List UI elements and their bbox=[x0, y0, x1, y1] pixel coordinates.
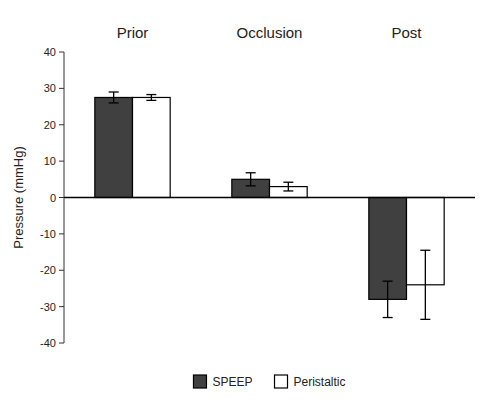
error-cap bbox=[146, 94, 156, 95]
y-axis: -40 -30 -20 -10 0 10 20 30 40 bbox=[40, 46, 64, 349]
chart-container: -40 -30 -20 -10 0 10 20 30 40 Pressure (mmHg) Prio… bbox=[0, 0, 490, 405]
category-label: Occlusion bbox=[237, 24, 303, 41]
error-bar bbox=[283, 182, 293, 191]
y-tick-label: -10 bbox=[40, 228, 56, 240]
y-tick-label: 20 bbox=[44, 119, 56, 131]
error-cap bbox=[246, 172, 256, 173]
zero-line bbox=[64, 197, 475, 199]
y-tick bbox=[59, 197, 64, 198]
error-bar bbox=[420, 250, 430, 319]
y-tick bbox=[59, 306, 64, 307]
legend-label: SPEEP bbox=[212, 375, 252, 389]
page: {"chart_data": {"type": "bar", "y_label"… bbox=[0, 0, 490, 405]
y-tick-label: -20 bbox=[40, 264, 56, 276]
y-axis-label: Pressure (mmHg) bbox=[11, 146, 26, 249]
legend-item: Peristaltic bbox=[275, 375, 346, 389]
legend-swatch bbox=[193, 375, 206, 388]
series bbox=[95, 97, 407, 299]
y-tick-label: 10 bbox=[44, 155, 56, 167]
series bbox=[133, 97, 445, 284]
bar bbox=[133, 97, 171, 197]
error-bar bbox=[146, 95, 156, 101]
legend: SPEEP Peristaltic bbox=[193, 375, 345, 389]
error-cap bbox=[283, 190, 293, 191]
error-cap bbox=[109, 91, 119, 92]
error-cap bbox=[383, 317, 393, 318]
y-tick bbox=[59, 52, 64, 53]
error-bar bbox=[246, 173, 256, 186]
y-tick-label: 40 bbox=[44, 46, 56, 58]
legend-swatch bbox=[275, 375, 288, 388]
y-tick bbox=[59, 161, 64, 162]
y-tick bbox=[59, 343, 64, 344]
error-stem bbox=[288, 182, 289, 191]
error-cap bbox=[383, 281, 393, 282]
category-label: Post bbox=[391, 24, 422, 41]
plot-area bbox=[64, 92, 475, 319]
error-stem bbox=[425, 250, 426, 319]
y-tick bbox=[59, 233, 64, 234]
legend-item: SPEEP bbox=[193, 375, 252, 389]
y-tick-label: -30 bbox=[40, 301, 56, 313]
category-labels: Prior Occlusion Post bbox=[117, 24, 423, 41]
y-tick bbox=[59, 270, 64, 271]
y-tick-label: 0 bbox=[50, 192, 56, 204]
error-stem bbox=[113, 92, 114, 103]
error-bar bbox=[383, 281, 393, 317]
category-label: Prior bbox=[117, 24, 149, 41]
chart: -40 -30 -20 -10 0 10 20 30 40 Pressure (mmHg) Prio… bbox=[0, 0, 490, 405]
error-cap bbox=[283, 182, 293, 183]
error-stem bbox=[387, 281, 388, 317]
legend-label: Peristaltic bbox=[294, 375, 346, 389]
y-tick bbox=[59, 124, 64, 125]
error-cap bbox=[109, 102, 119, 103]
error-cap bbox=[246, 185, 256, 186]
error-stem bbox=[151, 95, 152, 101]
y-tick-label: -40 bbox=[40, 337, 56, 349]
error-stem bbox=[250, 173, 251, 186]
bar bbox=[95, 97, 133, 197]
error-cap bbox=[146, 100, 156, 101]
error-cap bbox=[420, 319, 430, 320]
y-tick-label: 30 bbox=[44, 82, 56, 94]
error-cap bbox=[420, 250, 430, 251]
y-tick bbox=[59, 88, 64, 89]
error-bar bbox=[109, 92, 119, 103]
